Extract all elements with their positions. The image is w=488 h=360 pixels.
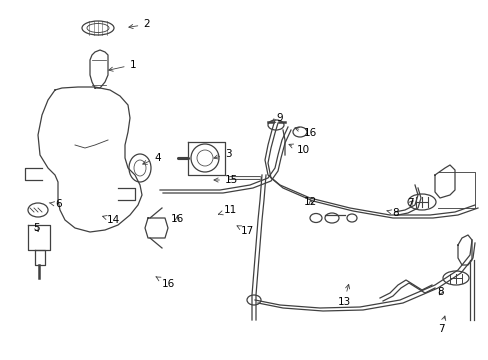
Text: 17: 17 xyxy=(237,226,253,236)
Text: 6: 6 xyxy=(49,199,61,210)
Text: 9: 9 xyxy=(270,113,283,123)
Text: 1: 1 xyxy=(108,60,136,71)
Text: 10: 10 xyxy=(288,144,309,156)
Text: 11: 11 xyxy=(218,205,237,215)
Text: 4: 4 xyxy=(142,153,161,164)
Text: 8: 8 xyxy=(386,208,399,218)
Text: 16: 16 xyxy=(156,277,174,289)
Text: 8: 8 xyxy=(437,287,444,297)
Text: 7: 7 xyxy=(437,316,445,334)
Text: 14: 14 xyxy=(102,215,120,225)
Text: 7: 7 xyxy=(407,198,413,208)
Text: 12: 12 xyxy=(304,197,317,207)
Text: 3: 3 xyxy=(213,149,231,159)
Text: 16: 16 xyxy=(170,213,183,224)
Text: 2: 2 xyxy=(128,19,150,30)
Text: 13: 13 xyxy=(337,284,350,307)
Text: 5: 5 xyxy=(33,222,40,233)
Text: 16: 16 xyxy=(294,127,317,138)
Text: 15: 15 xyxy=(214,175,238,185)
